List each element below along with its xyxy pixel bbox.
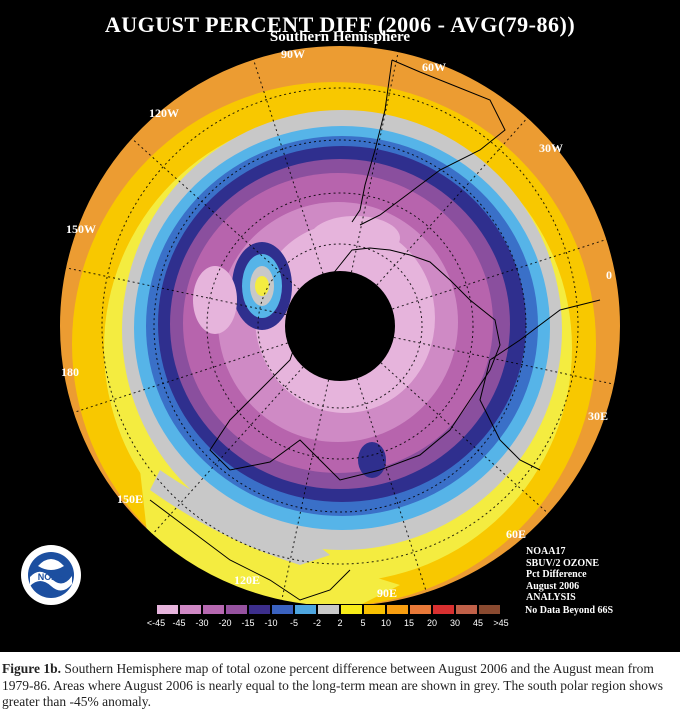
legend-swatch (156, 604, 179, 615)
legend-label: -10 (264, 618, 278, 628)
legend-label: -30 (195, 618, 209, 628)
legend-swatch (225, 604, 248, 615)
legend-swatch (363, 604, 386, 615)
legend-swatch (455, 604, 478, 615)
lon-label-120e: 120E (234, 573, 261, 587)
legend-swatch (478, 604, 501, 615)
no-data-pole (285, 271, 395, 381)
map-title: AUGUST PERCENT DIFF (2006 - AVG(79-86)) (104, 12, 576, 37)
noaa-logo: NOAA (20, 544, 82, 606)
legend-swatch (271, 604, 294, 615)
info-type: ANALYSIS (526, 592, 576, 603)
legend-swatch (386, 604, 409, 615)
legend-label: -15 (241, 618, 255, 628)
legend-label: 45 (472, 618, 483, 628)
south-america-coast (351, 59, 506, 226)
info-block: NOAA17 SBUV/2 OZONE Pct Difference Augus… (526, 546, 599, 604)
legend-label: 20 (426, 618, 437, 628)
legend-label: -2 (312, 618, 321, 628)
legend-swatch (409, 604, 432, 615)
antarctica-coast (209, 247, 501, 481)
lon-label-90w: 90W (281, 47, 305, 61)
lon-label-150w: 150W (66, 222, 96, 236)
legend-label: 30 (449, 618, 460, 628)
australia-coast (149, 499, 351, 601)
legend-swatch (202, 604, 225, 615)
legend-swatch (294, 604, 317, 615)
legend-swatch (432, 604, 455, 615)
lon-label-120w: 120W (149, 106, 179, 120)
caption-text: Southern Hemisphere map of total ozone p… (2, 661, 663, 709)
map-frame: AUGUST PERCENT DIFF (2006 - AVG(79-86)) … (0, 0, 680, 652)
lon-label-180: 180 (61, 365, 79, 379)
legend-label: 10 (380, 618, 391, 628)
legend-label: 2 (337, 618, 343, 628)
legend-label: 5 (360, 618, 366, 628)
info-quantity: Pct Difference (526, 569, 587, 580)
legend-label: -5 (289, 618, 298, 628)
lon-label-60e: 60E (506, 527, 527, 541)
darkblue-blob (358, 442, 386, 478)
legend-label: -20 (218, 618, 232, 628)
grey-intrusion (150, 470, 330, 565)
legend-label: -45 (172, 618, 186, 628)
legend-swatch (179, 604, 202, 615)
legend-label: 15 (403, 618, 414, 628)
legend-swatch (317, 604, 340, 615)
lon-label-30e: 30E (588, 409, 609, 423)
lon-label-150e: 150E (117, 492, 144, 506)
legend-label: <-45 (146, 618, 166, 628)
info-date: August 2006 (526, 580, 580, 592)
info-instrument: SBUV/2 OZONE (526, 557, 600, 569)
logo-text: NOAA (38, 572, 65, 582)
lon-label-60w: 60W (422, 60, 446, 74)
map-subtitle: Southern Hemisphere (269, 29, 411, 45)
legend-swatch (248, 604, 271, 615)
yellow-intrusion (140, 470, 400, 607)
lon-label-30w: 30W (539, 141, 563, 155)
legend-swatch (340, 604, 363, 615)
figure-caption: Figure 1b. Southern Hemisphere map of to… (2, 661, 678, 711)
polar-ozone-map (58, 44, 622, 608)
lon-label-90e: 90E (377, 586, 398, 600)
lon-label-0: 0 (606, 268, 612, 282)
legend-label: >45 (493, 618, 509, 628)
caption-label: Figure 1b. (2, 661, 62, 676)
africa-coast (479, 299, 601, 471)
info-satellite: NOAA17 (526, 546, 566, 557)
no-data-note: No Data Beyond 66S (525, 605, 614, 616)
